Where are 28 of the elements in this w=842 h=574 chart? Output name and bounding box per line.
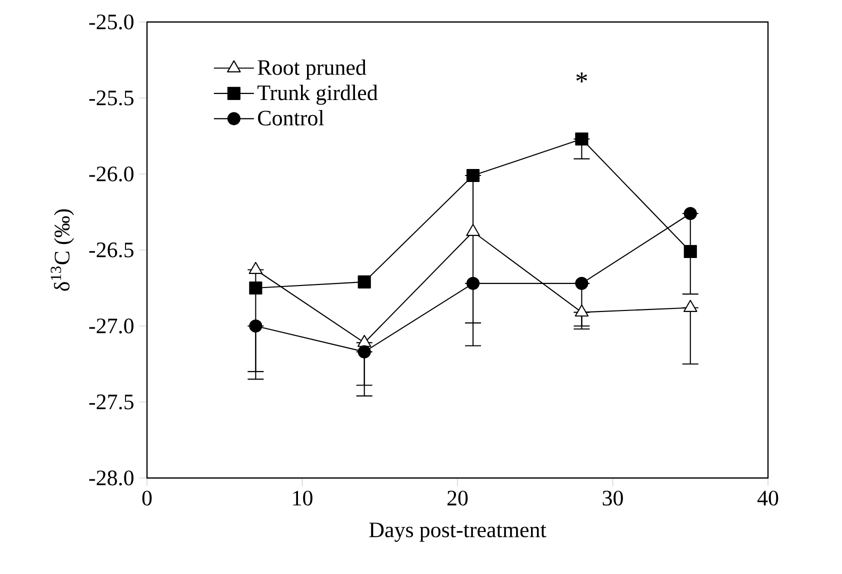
y-tick-label: -25.0 [89, 14, 134, 30]
point [249, 319, 262, 333]
point [684, 206, 697, 220]
legend-label: Trunk girdled [258, 84, 378, 105]
point [358, 345, 371, 358]
legend-label: Control [258, 110, 324, 126]
y-tick-label: -28.0 [89, 470, 134, 486]
x-axis-title: Days post-treatment [369, 522, 546, 542]
point [358, 275, 371, 288]
point [575, 132, 588, 146]
point [466, 168, 480, 182]
point [684, 244, 697, 258]
annotation: * [576, 72, 588, 82]
y-tick-label: -26.5 [89, 242, 134, 258]
x-tick-label: 10 [293, 490, 312, 506]
y-axis-title: δ$^{13}$C (‰) [50, 209, 74, 291]
x-tick-label: 20 [447, 490, 468, 506]
point [466, 276, 480, 290]
legend-label: Root pruned [258, 60, 366, 80]
point [575, 276, 588, 290]
y-tick-label: -26.0 [89, 166, 134, 182]
x-tick-label: 30 [602, 490, 623, 506]
x-tick-label: 0 [142, 490, 152, 506]
y-tick-label: -25.5 [89, 90, 134, 106]
y-tick-label: -27.0 [89, 318, 134, 334]
point [249, 281, 262, 295]
x-tick-label: 40 [757, 490, 778, 506]
y-tick-label: -27.5 [89, 394, 134, 410]
